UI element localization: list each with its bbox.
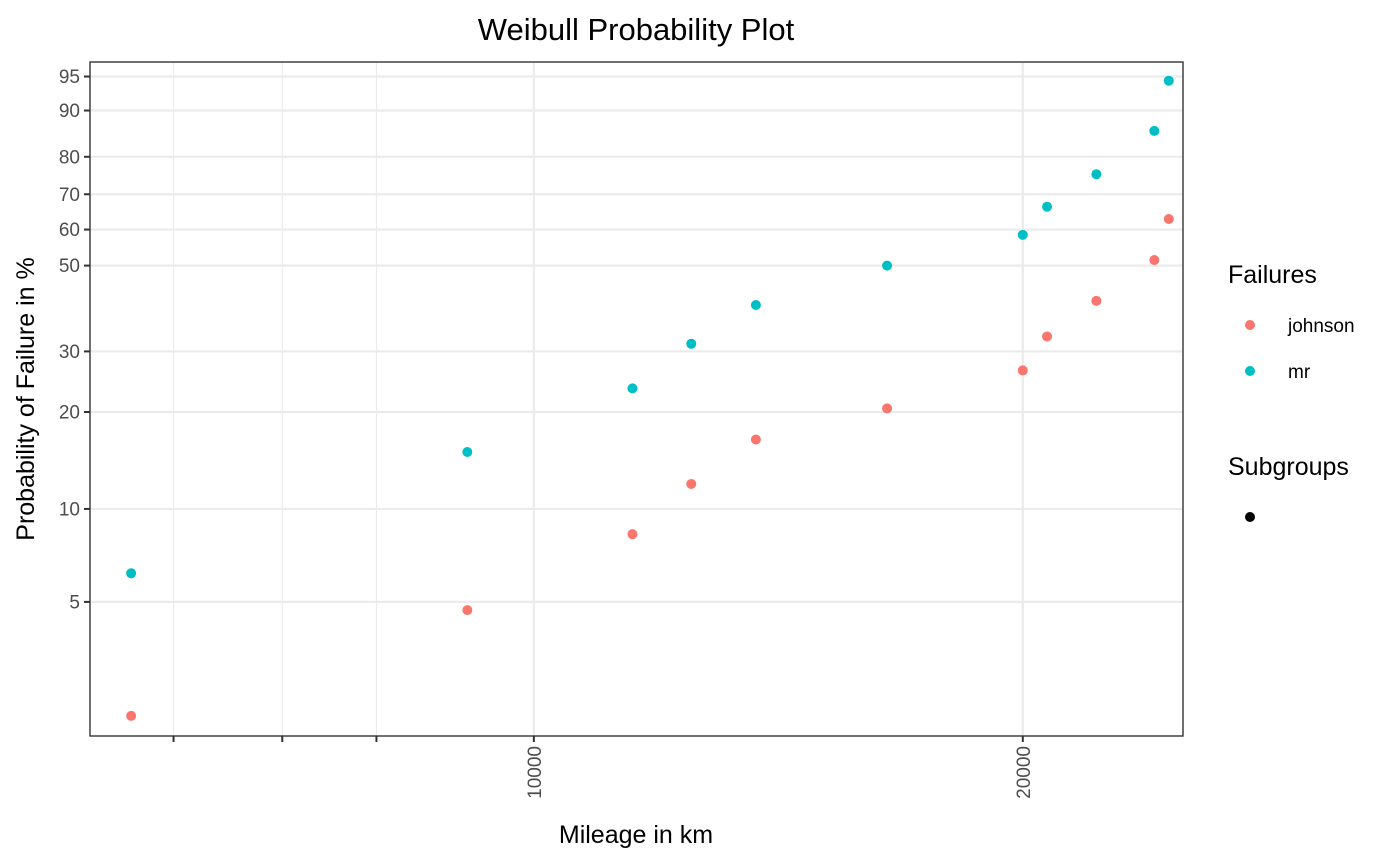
y-tick-label-60: 60 (59, 220, 80, 241)
point-johnson-8 (1042, 331, 1053, 342)
y-tick-label-30: 30 (59, 342, 80, 363)
point-johnson-3 (627, 529, 638, 540)
legend-label-mr: mr (1288, 362, 1311, 383)
point-johnson-5 (750, 434, 761, 445)
legend-label-johnson: johnson (1287, 316, 1355, 337)
point-mr-9 (1091, 169, 1102, 180)
point-johnson-6 (882, 403, 893, 414)
points-layer (126, 75, 1174, 721)
y-axis-title: Probability of Failure in % (12, 257, 40, 540)
point-johnson-9 (1091, 295, 1102, 306)
y-tick-label-50: 50 (59, 256, 80, 277)
x-tick-label-20000: 20000 (1014, 746, 1035, 799)
point-mr-11 (1163, 75, 1174, 86)
x-axis-title: Mileage in km (559, 821, 713, 849)
point-mr-5 (750, 300, 761, 311)
point-mr-1 (126, 568, 137, 579)
point-johnson-7 (1017, 365, 1028, 376)
point-mr-8 (1042, 201, 1053, 212)
point-johnson-4 (686, 478, 697, 489)
chart-title: Weibull Probability Plot (478, 12, 795, 47)
legend-key-subgroups (1245, 512, 1255, 522)
plot-panel-border (89, 61, 1184, 737)
point-mr-10 (1149, 125, 1160, 136)
legend-title-subgroups: Subgroups (1228, 453, 1349, 481)
plot-background (90, 62, 1183, 736)
legend-title-failures: Failures (1228, 261, 1317, 289)
axis-layer: 5 10 20 30 50 60 70 80 90 95 10000 20000 (59, 67, 1035, 799)
y-tick-label-10: 10 (59, 499, 80, 520)
point-mr-4 (686, 338, 697, 349)
y-tick-label-70: 70 (59, 185, 80, 206)
point-johnson-2 (462, 605, 473, 616)
y-tick-label-90: 90 (59, 101, 80, 122)
point-johnson-1 (126, 710, 137, 721)
legend-key-johnson (1245, 320, 1255, 330)
point-johnson-11 (1163, 213, 1174, 224)
legend-key-mr (1245, 366, 1255, 376)
legend: Failures johnson mr Subgroups (1228, 261, 1355, 522)
point-johnson-10 (1149, 255, 1160, 266)
point-mr-2 (462, 447, 473, 458)
grid-layer (90, 62, 1183, 736)
point-mr-7 (1017, 229, 1028, 240)
y-tick-label-95: 95 (59, 67, 80, 88)
y-tick-label-20: 20 (59, 402, 80, 423)
y-tick-label-80: 80 (59, 147, 80, 168)
point-mr-6 (882, 260, 893, 271)
y-tick-label-5: 5 (69, 592, 80, 613)
point-mr-3 (627, 383, 638, 394)
x-tick-label-10000: 10000 (525, 746, 546, 799)
